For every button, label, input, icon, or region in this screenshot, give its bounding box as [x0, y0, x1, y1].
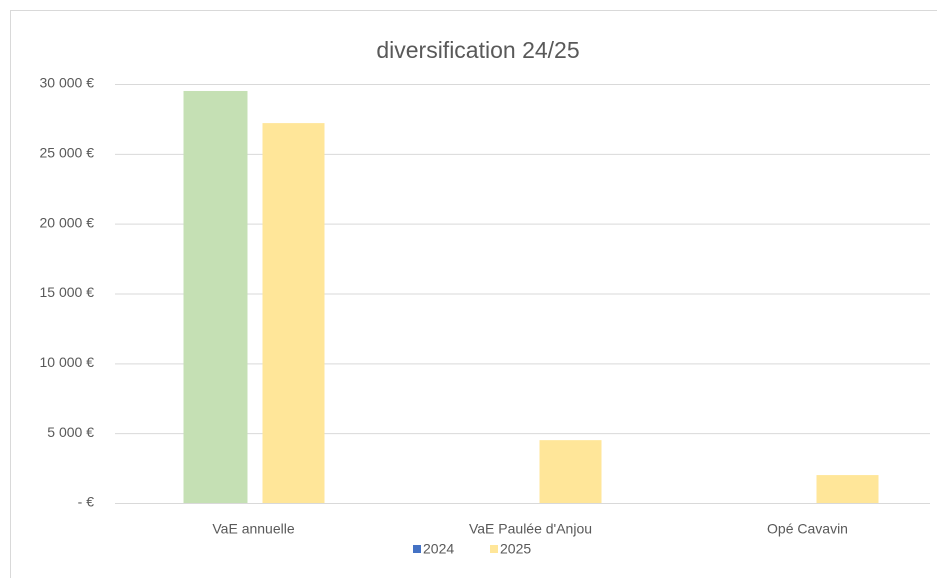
chart-frame — [10, 10, 937, 578]
y-tick-label: - € — [78, 494, 95, 510]
bar — [816, 475, 879, 503]
y-tick-label: 25 000 € — [40, 145, 95, 161]
x-tick-label: VaE Paulée d'Anjou — [469, 521, 592, 537]
x-tick-label: VaE annuelle — [212, 521, 294, 537]
bar — [539, 440, 602, 503]
bar — [183, 90, 248, 503]
y-tick-label: 20 000 € — [40, 214, 95, 230]
chart-title: diversification 24/25 — [376, 37, 579, 63]
legend-label: 2025 — [500, 541, 531, 557]
legend-swatch — [490, 545, 498, 553]
y-tick-label: 15 000 € — [40, 284, 95, 300]
x-tick-label: Opé Cavavin — [767, 521, 848, 537]
legend-swatch — [413, 545, 421, 553]
legend-label: 2024 — [423, 541, 454, 557]
bar — [262, 123, 325, 504]
y-tick-label: 10 000 € — [40, 354, 95, 370]
y-tick-label: 5 000 € — [47, 424, 94, 440]
y-tick-label: 30 000 € — [40, 75, 95, 91]
